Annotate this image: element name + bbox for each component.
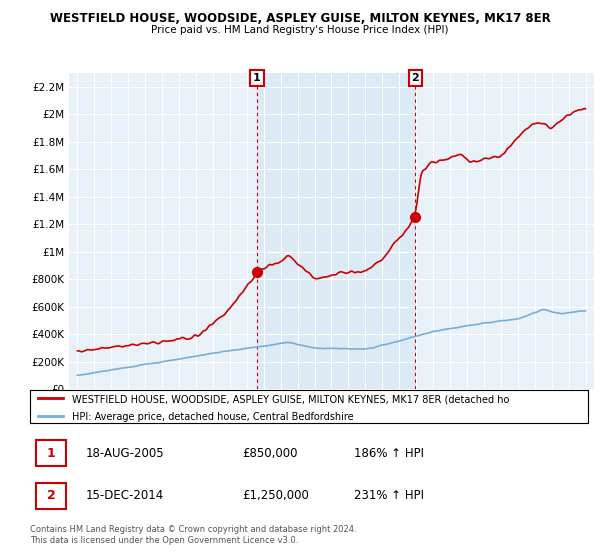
FancyBboxPatch shape xyxy=(35,483,66,509)
Text: WESTFIELD HOUSE, WOODSIDE, ASPLEY GUISE, MILTON KEYNES, MK17 8ER: WESTFIELD HOUSE, WOODSIDE, ASPLEY GUISE,… xyxy=(50,12,550,25)
Text: 1: 1 xyxy=(253,73,261,83)
Text: 2: 2 xyxy=(47,489,55,502)
Text: HPI: Average price, detached house, Central Bedfordshire: HPI: Average price, detached house, Cent… xyxy=(72,412,353,422)
Bar xyxy=(257,73,415,389)
FancyBboxPatch shape xyxy=(35,440,66,466)
Text: 1: 1 xyxy=(47,447,55,460)
Text: 186% ↑ HPI: 186% ↑ HPI xyxy=(353,447,424,460)
Text: Price paid vs. HM Land Registry's House Price Index (HPI): Price paid vs. HM Land Registry's House … xyxy=(151,25,449,35)
Text: 231% ↑ HPI: 231% ↑ HPI xyxy=(353,489,424,502)
Text: 18-AUG-2005: 18-AUG-2005 xyxy=(86,447,164,460)
Text: £850,000: £850,000 xyxy=(242,447,298,460)
Text: WESTFIELD HOUSE, WOODSIDE, ASPLEY GUISE, MILTON KEYNES, MK17 8ER (detached ho: WESTFIELD HOUSE, WOODSIDE, ASPLEY GUISE,… xyxy=(72,394,509,404)
Text: This data is licensed under the Open Government Licence v3.0.: This data is licensed under the Open Gov… xyxy=(30,536,298,545)
Text: £1,250,000: £1,250,000 xyxy=(242,489,309,502)
Text: Contains HM Land Registry data © Crown copyright and database right 2024.: Contains HM Land Registry data © Crown c… xyxy=(30,525,356,534)
Text: 15-DEC-2014: 15-DEC-2014 xyxy=(86,489,164,502)
Text: 2: 2 xyxy=(412,73,419,83)
